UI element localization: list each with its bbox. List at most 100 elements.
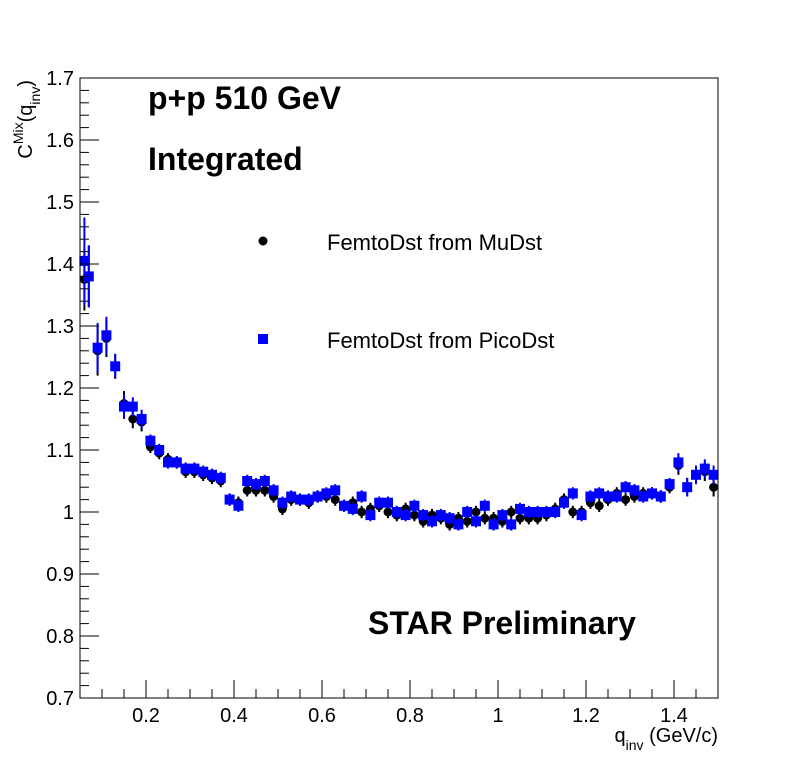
annotation-integrated: Integrated bbox=[148, 141, 303, 177]
data-point bbox=[479, 500, 490, 511]
data-point bbox=[621, 495, 631, 505]
data-point bbox=[171, 457, 182, 468]
data-point bbox=[383, 497, 393, 508]
data-point bbox=[92, 342, 103, 353]
data-point bbox=[233, 500, 244, 511]
data-point bbox=[655, 491, 666, 502]
data-point bbox=[506, 507, 516, 517]
data-point bbox=[383, 507, 393, 517]
series-picodst bbox=[79, 217, 719, 531]
data-point bbox=[242, 485, 252, 495]
y-tick-label: 1.4 bbox=[46, 254, 74, 276]
data-point bbox=[620, 482, 631, 493]
y-tick-label: 1.6 bbox=[46, 130, 74, 152]
y-tick-label: 1 bbox=[63, 502, 74, 524]
data-point bbox=[339, 500, 349, 511]
data-point bbox=[462, 516, 472, 526]
data-point bbox=[242, 476, 253, 486]
data-point bbox=[699, 463, 710, 474]
data-point bbox=[709, 482, 719, 492]
data-point bbox=[664, 479, 675, 490]
legend-marker-mudst bbox=[258, 236, 268, 246]
data-point bbox=[647, 488, 657, 499]
data-point bbox=[515, 513, 525, 523]
legend-label-picodst: FemtoDst from PicoDst bbox=[327, 328, 554, 353]
data-point bbox=[480, 513, 490, 523]
x-tick-label: 0.6 bbox=[308, 705, 336, 727]
data-point bbox=[110, 361, 121, 372]
data-point bbox=[127, 401, 138, 412]
data-point bbox=[409, 510, 419, 520]
data-point bbox=[330, 495, 340, 505]
data-point bbox=[303, 494, 314, 505]
data-point bbox=[708, 469, 719, 480]
y-axis-title-sub: inv bbox=[27, 87, 43, 105]
data-point bbox=[418, 510, 429, 521]
data-point bbox=[471, 507, 481, 517]
data-point bbox=[559, 497, 569, 508]
data-point bbox=[391, 507, 402, 517]
series-layer bbox=[79, 217, 719, 531]
data-point bbox=[259, 476, 270, 486]
data-point bbox=[400, 510, 411, 521]
data-point bbox=[497, 510, 508, 521]
data-point bbox=[180, 463, 191, 474]
data-point bbox=[435, 510, 446, 521]
y-axis-title-close: ) bbox=[15, 80, 37, 87]
data-point bbox=[136, 414, 147, 424]
data-point bbox=[128, 414, 138, 424]
data-point bbox=[603, 491, 613, 502]
y-tick-label: 1.7 bbox=[46, 68, 74, 90]
x-tick-label: 1.4 bbox=[660, 705, 688, 727]
annotation-preliminary: STAR Preliminary bbox=[368, 605, 636, 641]
y-tick-label: 0.9 bbox=[46, 564, 74, 586]
data-point bbox=[585, 491, 596, 502]
data-point bbox=[488, 519, 499, 530]
data-point bbox=[444, 513, 455, 524]
data-point bbox=[541, 507, 552, 517]
data-point bbox=[101, 330, 112, 341]
x-axis-title-sub: inv bbox=[626, 737, 644, 753]
data-point bbox=[330, 485, 341, 496]
data-point bbox=[356, 491, 367, 502]
x-axis-title: qinv (GeV/c) bbox=[615, 725, 718, 753]
data-point bbox=[357, 507, 367, 517]
data-point bbox=[260, 485, 270, 495]
data-point bbox=[198, 466, 209, 477]
data-point bbox=[638, 491, 649, 502]
data-point bbox=[145, 435, 156, 446]
y-axis-title-open: (q bbox=[15, 105, 37, 123]
data-point bbox=[691, 469, 701, 480]
data-point bbox=[189, 463, 200, 474]
data-point bbox=[268, 485, 279, 496]
data-point bbox=[506, 519, 517, 530]
legend-marker-picodst bbox=[258, 334, 268, 344]
x-tick-label: 0.4 bbox=[220, 705, 248, 727]
x-axis-title-main: q bbox=[615, 725, 626, 747]
data-point bbox=[207, 469, 217, 480]
ticks-layer: 0.2 0.4 0.6 0.8 1 1.2 1.4 0.7 0.8 0.9 1 1.1 1.2 1.3 1.… bbox=[46, 68, 719, 727]
legend-label-mudst: FemtoDst from MuDst bbox=[327, 230, 542, 255]
y-axis-title-sup: Mix bbox=[10, 122, 26, 144]
data-point bbox=[295, 494, 305, 505]
x-axis-title-unit: (GeV/c) bbox=[644, 725, 718, 747]
data-point bbox=[611, 491, 622, 502]
data-point bbox=[154, 445, 165, 455]
y-tick-label: 1.3 bbox=[46, 316, 74, 338]
data-point bbox=[682, 482, 693, 493]
data-point bbox=[453, 519, 464, 530]
data-point bbox=[215, 472, 226, 483]
data-point bbox=[427, 516, 437, 527]
y-tick-label: 1.5 bbox=[46, 192, 74, 214]
data-point bbox=[365, 510, 376, 521]
y-tick-label: 1.1 bbox=[46, 440, 74, 462]
x-tick-label: 0.8 bbox=[396, 705, 424, 727]
legend: FemtoDst from MuDst FemtoDst from PicoDs… bbox=[258, 230, 554, 353]
data-point bbox=[594, 488, 605, 499]
data-point bbox=[79, 255, 90, 266]
y-axis-title: CMix(qinv) bbox=[10, 80, 43, 159]
data-point bbox=[576, 510, 587, 521]
data-point bbox=[321, 488, 332, 499]
